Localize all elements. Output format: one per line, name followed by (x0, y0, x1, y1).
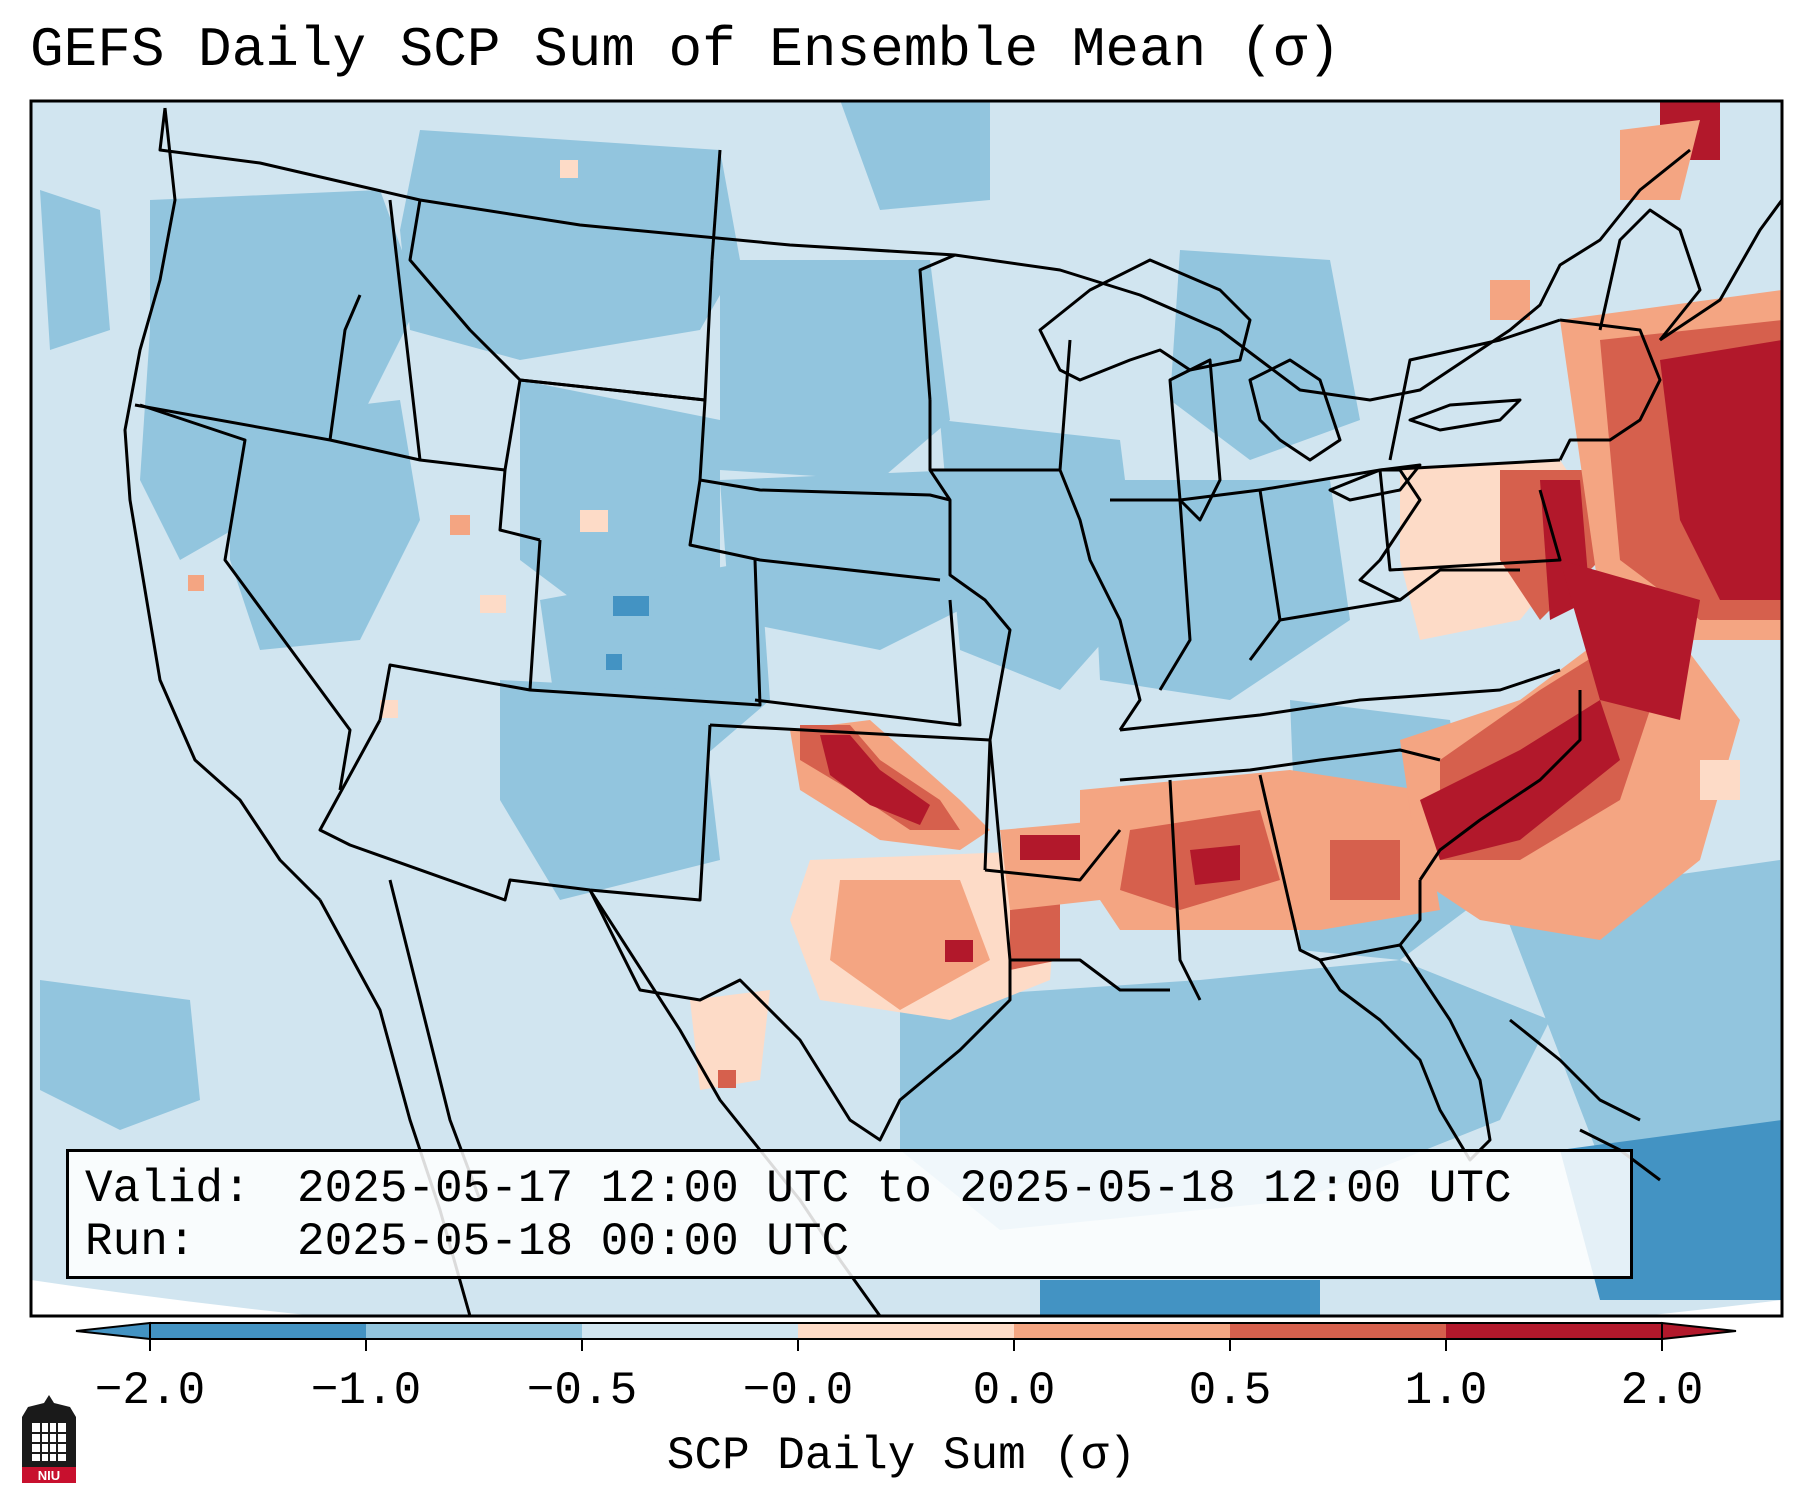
run-line: Run: 2025-05-18 00:00 UTC (85, 1216, 1630, 1269)
colorbar (75, 1321, 1737, 1351)
valid-line: Valid: 2025-05-17 12:00 UTC to 2025-05-18… (85, 1163, 1630, 1216)
map-frame (29, 99, 1784, 1318)
colorbar-segment (1014, 1323, 1231, 1339)
colorbar-tick-label: −2.0 (94, 1365, 206, 1417)
colorbar-segment (1230, 1323, 1447, 1339)
colorbar-label: SCP Daily Sum (σ) (666, 1430, 1137, 1482)
colorbar-tick-label: −1.0 (310, 1365, 422, 1417)
colorbar-segment (582, 1323, 799, 1339)
colorbar-extend-high (1661, 1321, 1737, 1341)
colorbar-frame (149, 1322, 1663, 1340)
valid-label: Valid: (85, 1163, 251, 1215)
colorbar-tick-label: 0.5 (1188, 1365, 1272, 1417)
colorbar-segment (1446, 1323, 1663, 1339)
colorbar-extend-low (75, 1321, 151, 1341)
niu-logo-icon: NIU (22, 1395, 76, 1483)
run-label: Run: (85, 1216, 196, 1268)
info-box: Valid: 2025-05-17 12:00 UTC to 2025-05-18… (66, 1149, 1633, 1279)
map-title: GEFS Daily SCP Sum of Ensemble Mean (σ) (30, 18, 1341, 82)
colorbar-tick-label: 2.0 (1620, 1365, 1704, 1417)
valid-value: 2025-05-17 12:00 UTC to 2025-05-18 12:00… (297, 1163, 1512, 1215)
colorbar-tick-label: −0.5 (526, 1365, 638, 1417)
colorbar-tick-label: 1.0 (1404, 1365, 1488, 1417)
colorbar-segment (150, 1323, 367, 1339)
scp-field (31, 101, 1782, 1316)
colorbar-tick-label: 0.0 (972, 1365, 1056, 1417)
colorbar-segment (798, 1323, 1015, 1339)
run-value: 2025-05-18 00:00 UTC (297, 1216, 850, 1268)
state-borders (123, 107, 1782, 1316)
colorbar-segment (366, 1323, 583, 1339)
logo-text: NIU (38, 1468, 60, 1483)
colorbar-tick-label: −0.0 (742, 1365, 854, 1417)
